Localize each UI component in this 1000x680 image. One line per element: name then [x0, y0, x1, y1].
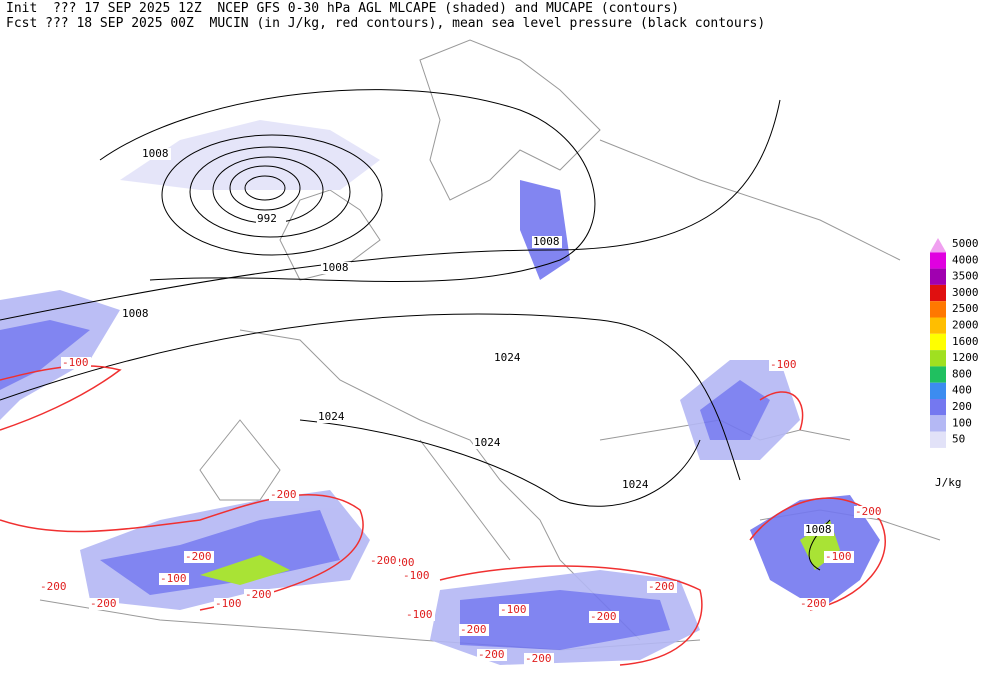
- mucin-label: -200: [590, 610, 617, 623]
- label-bg: [804, 524, 834, 536]
- mucin-label: -200: [90, 597, 117, 610]
- mucin-label: -200: [460, 623, 487, 636]
- legend-label: 2000: [952, 319, 979, 332]
- legend-swatch: [930, 317, 946, 334]
- label-bg: [477, 649, 507, 661]
- mucin-label: -200: [800, 597, 827, 610]
- legend-swatch: [930, 301, 946, 318]
- isobar-label: 1008: [805, 523, 832, 536]
- isobar-label: 1024: [622, 478, 649, 491]
- label-bg: [369, 555, 399, 567]
- isobars: [0, 89, 831, 571]
- mucin-label: -200: [270, 488, 297, 501]
- mucin-label: -200: [855, 505, 882, 518]
- isobar-label: 1008: [122, 307, 149, 320]
- isobar-label: 1008: [322, 261, 349, 274]
- label-bg: [214, 598, 244, 610]
- legend-label: 5000: [952, 237, 979, 250]
- isobar-label: 992: [257, 212, 277, 225]
- legend-swatch: [930, 399, 946, 416]
- label-bg: [647, 581, 677, 593]
- label-bg: [769, 359, 799, 371]
- isobar-label: 1008: [533, 235, 560, 248]
- label-bg: [141, 148, 171, 160]
- legend-label: 2500: [952, 302, 979, 315]
- legend-unit: J/kg: [935, 476, 962, 489]
- label-bg: [459, 624, 489, 636]
- legend-label: 400: [952, 384, 972, 397]
- label-bg: [532, 236, 562, 248]
- legend-swatch: [930, 252, 946, 269]
- label-bg: [244, 589, 274, 601]
- isobar-label: 1024: [494, 351, 521, 364]
- legend-swatch: [930, 431, 946, 448]
- mucin-label: -100: [403, 569, 430, 582]
- label-bg: [317, 411, 347, 423]
- legend-label: 1200: [952, 351, 979, 364]
- label-bg: [405, 609, 435, 621]
- mucin-label: -100: [500, 603, 527, 616]
- legend-swatch: [930, 238, 946, 252]
- label-bg: [499, 604, 529, 616]
- label-bg: [184, 551, 214, 563]
- legend-swatch: [930, 333, 946, 351]
- mucin-label: -200: [478, 648, 505, 661]
- mucin-label: -100: [406, 608, 433, 621]
- mucin-label: -100: [215, 597, 242, 610]
- mucin-label: -200: [185, 550, 212, 563]
- legend-label: 3000: [952, 286, 979, 299]
- label-bg: [321, 262, 351, 274]
- label-bg: [89, 598, 119, 610]
- mucin-label: -200: [40, 580, 67, 593]
- mucin-label: -200: [245, 588, 272, 601]
- label-bg: [61, 357, 91, 369]
- label-bg: [256, 213, 286, 225]
- mucin-label: -100: [770, 358, 797, 371]
- legend-swatch: [930, 382, 946, 399]
- mucin-label: -200: [370, 554, 397, 567]
- label-bg: [473, 437, 503, 449]
- legend-swatch: [930, 366, 946, 383]
- label-bg: [589, 611, 619, 623]
- label-bg: [39, 581, 69, 593]
- label-bg: [121, 308, 151, 320]
- legend-label: 800: [952, 367, 972, 380]
- legend-label: 1600: [952, 335, 979, 348]
- label-bg: [493, 352, 523, 364]
- mucin-label: -100: [62, 356, 89, 369]
- isobar-label: 1024: [318, 410, 345, 423]
- mucin-label: -200: [525, 652, 552, 665]
- legend-label: 200: [952, 400, 972, 413]
- cape-shading: [0, 120, 880, 665]
- isobar-label: 1008: [142, 147, 169, 160]
- label-bg: [799, 598, 829, 610]
- label-bg: [524, 653, 554, 665]
- header-line: Init ??? 17 SEP 2025 12Z NCEP GFS 0-30 h…: [6, 1, 679, 16]
- header-line: Fcst ??? 18 SEP 2025 00Z MUCIN (in J/kg,…: [6, 16, 765, 31]
- label-bg: [854, 506, 884, 518]
- legend-swatch: [930, 350, 946, 367]
- mucin-label: -100: [160, 572, 187, 585]
- legend-label: 3500: [952, 270, 979, 283]
- label-bg: [824, 551, 854, 563]
- label-bg: [269, 489, 299, 501]
- legend-swatch: [930, 284, 946, 302]
- label-bg: [159, 573, 189, 585]
- legend-swatch: [930, 268, 946, 285]
- label-bg: [621, 479, 651, 491]
- legend-swatch: [930, 415, 946, 432]
- legend-label: 4000: [952, 253, 979, 266]
- label-bg: [402, 570, 432, 582]
- isobar-label: 1024: [474, 436, 501, 449]
- legend-label: 50: [952, 433, 965, 446]
- mucin-label: -200: [648, 580, 675, 593]
- legend-label: 100: [952, 416, 972, 429]
- mucin-label: -100: [825, 550, 852, 563]
